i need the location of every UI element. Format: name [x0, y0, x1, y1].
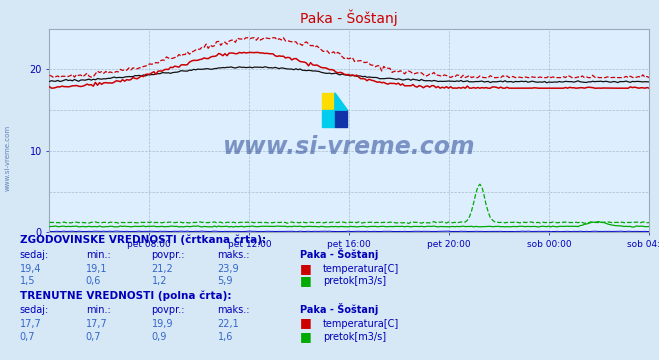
Text: Paka - Šoštanj: Paka - Šoštanj — [300, 248, 378, 261]
Text: Paka - Šoštanj: Paka - Šoštanj — [300, 303, 378, 315]
Text: ■: ■ — [300, 262, 312, 275]
Text: pretok[m3/s]: pretok[m3/s] — [323, 276, 386, 287]
Text: maks.:: maks.: — [217, 251, 250, 261]
Text: 1,6: 1,6 — [217, 332, 233, 342]
Text: 0,7: 0,7 — [20, 332, 36, 342]
Text: temperatura[C]: temperatura[C] — [323, 319, 399, 329]
Text: 0,6: 0,6 — [86, 276, 101, 287]
Text: 21,2: 21,2 — [152, 264, 173, 274]
Text: sedaj:: sedaj: — [20, 251, 49, 261]
Text: 19,9: 19,9 — [152, 319, 173, 329]
Text: 1,5: 1,5 — [20, 276, 36, 287]
Text: 0,7: 0,7 — [86, 332, 101, 342]
Text: min.:: min.: — [86, 305, 111, 315]
Text: ■: ■ — [300, 316, 312, 329]
Text: maks.:: maks.: — [217, 305, 250, 315]
Text: 22,1: 22,1 — [217, 319, 239, 329]
Text: min.:: min.: — [86, 251, 111, 261]
Text: 1,2: 1,2 — [152, 276, 167, 287]
Text: povpr.:: povpr.: — [152, 251, 185, 261]
Title: Paka - Šoštanj: Paka - Šoštanj — [301, 10, 398, 26]
Text: TRENUTNE VREDNOSTI (polna črta):: TRENUTNE VREDNOSTI (polna črta): — [20, 290, 231, 301]
Text: ■: ■ — [300, 274, 312, 287]
Text: www.si-vreme.com: www.si-vreme.com — [5, 125, 11, 192]
Text: pretok[m3/s]: pretok[m3/s] — [323, 332, 386, 342]
Text: www.si-vreme.com: www.si-vreme.com — [223, 135, 476, 159]
Text: sedaj:: sedaj: — [20, 305, 49, 315]
Bar — [335, 110, 347, 127]
Text: 19,1: 19,1 — [86, 264, 107, 274]
Text: ZGODOVINSKE VREDNOSTI (črtkana črta):: ZGODOVINSKE VREDNOSTI (črtkana črta): — [20, 234, 266, 245]
Text: 23,9: 23,9 — [217, 264, 239, 274]
Text: 0,9: 0,9 — [152, 332, 167, 342]
Bar — [322, 110, 335, 127]
Text: 17,7: 17,7 — [20, 319, 42, 329]
Text: temperatura[C]: temperatura[C] — [323, 264, 399, 274]
Text: 17,7: 17,7 — [86, 319, 107, 329]
Text: ■: ■ — [300, 330, 312, 343]
Text: 5,9: 5,9 — [217, 276, 233, 287]
Polygon shape — [335, 93, 347, 110]
Bar — [322, 93, 335, 110]
Text: povpr.:: povpr.: — [152, 305, 185, 315]
Text: 19,4: 19,4 — [20, 264, 42, 274]
